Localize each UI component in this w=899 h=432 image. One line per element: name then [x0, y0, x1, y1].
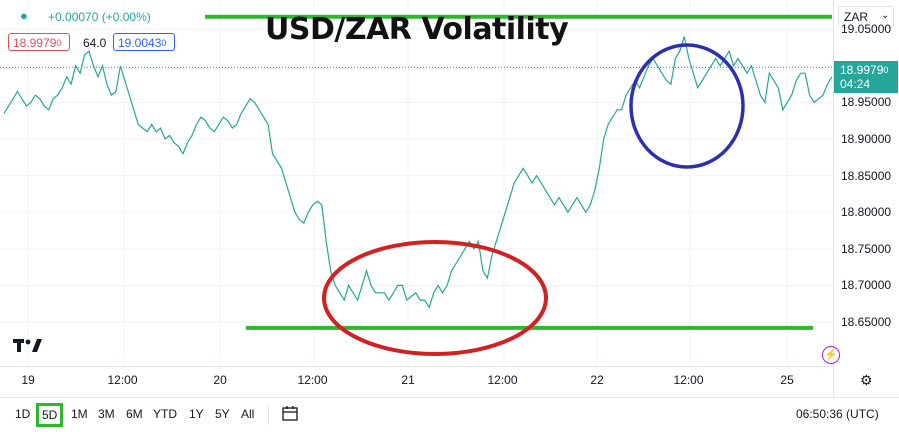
live-dot-icon: ●: [20, 8, 28, 23]
ask-price-box[interactable]: 19.00430: [113, 33, 175, 51]
currency-label: ZAR: [844, 10, 868, 24]
y-tick-label: 18.90000: [841, 132, 892, 147]
bottom-toolbar: 1D 5D 1M 3M 6M YTD 1Y 5Y All 06:50:36 (U…: [0, 397, 899, 432]
x-tick-label: 25: [780, 373, 794, 387]
y-tick-label: 18.75000: [841, 241, 892, 256]
currency-selector[interactable]: ZAR ⌄: [838, 6, 894, 28]
low-volatility-circle: [322, 240, 548, 356]
x-tick-label: 19: [21, 373, 35, 387]
toolbar-divider: [268, 406, 269, 424]
y-tick-label: 18.85000: [841, 168, 892, 183]
range-6m[interactable]: 6M: [126, 407, 143, 421]
range-5y[interactable]: 5Y: [215, 407, 230, 421]
y-tick-label: 18.65000: [841, 315, 892, 330]
high-volatility-circle: [629, 43, 745, 169]
current-price-small: 0: [883, 65, 889, 76]
current-price-badge: 18.99790 04:24: [834, 61, 898, 94]
bid-price-small: 0: [56, 38, 62, 48]
range-1m[interactable]: 1M: [71, 407, 88, 421]
chart-title: USD/ZAR Volatility: [265, 12, 569, 47]
price-series-line: [3, 36, 833, 309]
range-all[interactable]: All: [241, 407, 255, 421]
utc-time[interactable]: 06:50:36 (UTC): [796, 407, 879, 421]
y-tick-label: 19.05000: [841, 22, 892, 37]
range-3m[interactable]: 3M: [98, 407, 115, 421]
price-chart: [0, 0, 833, 366]
range-5d[interactable]: 5D: [36, 403, 64, 427]
countdown: 04:24: [840, 77, 871, 92]
bid-price-box[interactable]: 18.99790: [8, 33, 70, 51]
x-tick-label: 12:00: [107, 373, 138, 387]
lightning-icon[interactable]: ⚡: [822, 346, 840, 364]
change-text: +0.00070 (+0.00%): [48, 10, 151, 24]
range-1y[interactable]: 1Y: [189, 407, 204, 421]
time-axis[interactable]: [0, 366, 833, 398]
spread-value: 64.0: [83, 36, 107, 50]
y-tick-label: 18.95000: [841, 95, 892, 110]
x-tick-label: 20: [213, 373, 227, 387]
tradingview-logo: [13, 338, 43, 359]
range-ytd[interactable]: YTD: [153, 407, 177, 421]
x-tick-label: 21: [401, 373, 415, 387]
x-tick-label: 12:00: [487, 373, 518, 387]
y-tick-label: 18.70000: [841, 278, 892, 293]
chevron-down-icon: ⌄: [881, 10, 890, 21]
calendar-range-icon[interactable]: [281, 404, 299, 427]
y-tick-label: 18.80000: [841, 205, 892, 220]
ask-price-small: 0: [161, 38, 167, 48]
x-tick-label: 12:00: [673, 373, 704, 387]
x-tick-label: 12:00: [297, 373, 328, 387]
x-tick-label: 22: [590, 373, 604, 387]
range-1d[interactable]: 1D: [15, 407, 31, 421]
current-price: 18.9979: [840, 63, 884, 78]
ask-price: 19.0043: [118, 36, 162, 50]
settings-icon[interactable]: ⚙: [860, 372, 873, 388]
bid-price: 18.9979: [13, 36, 57, 50]
